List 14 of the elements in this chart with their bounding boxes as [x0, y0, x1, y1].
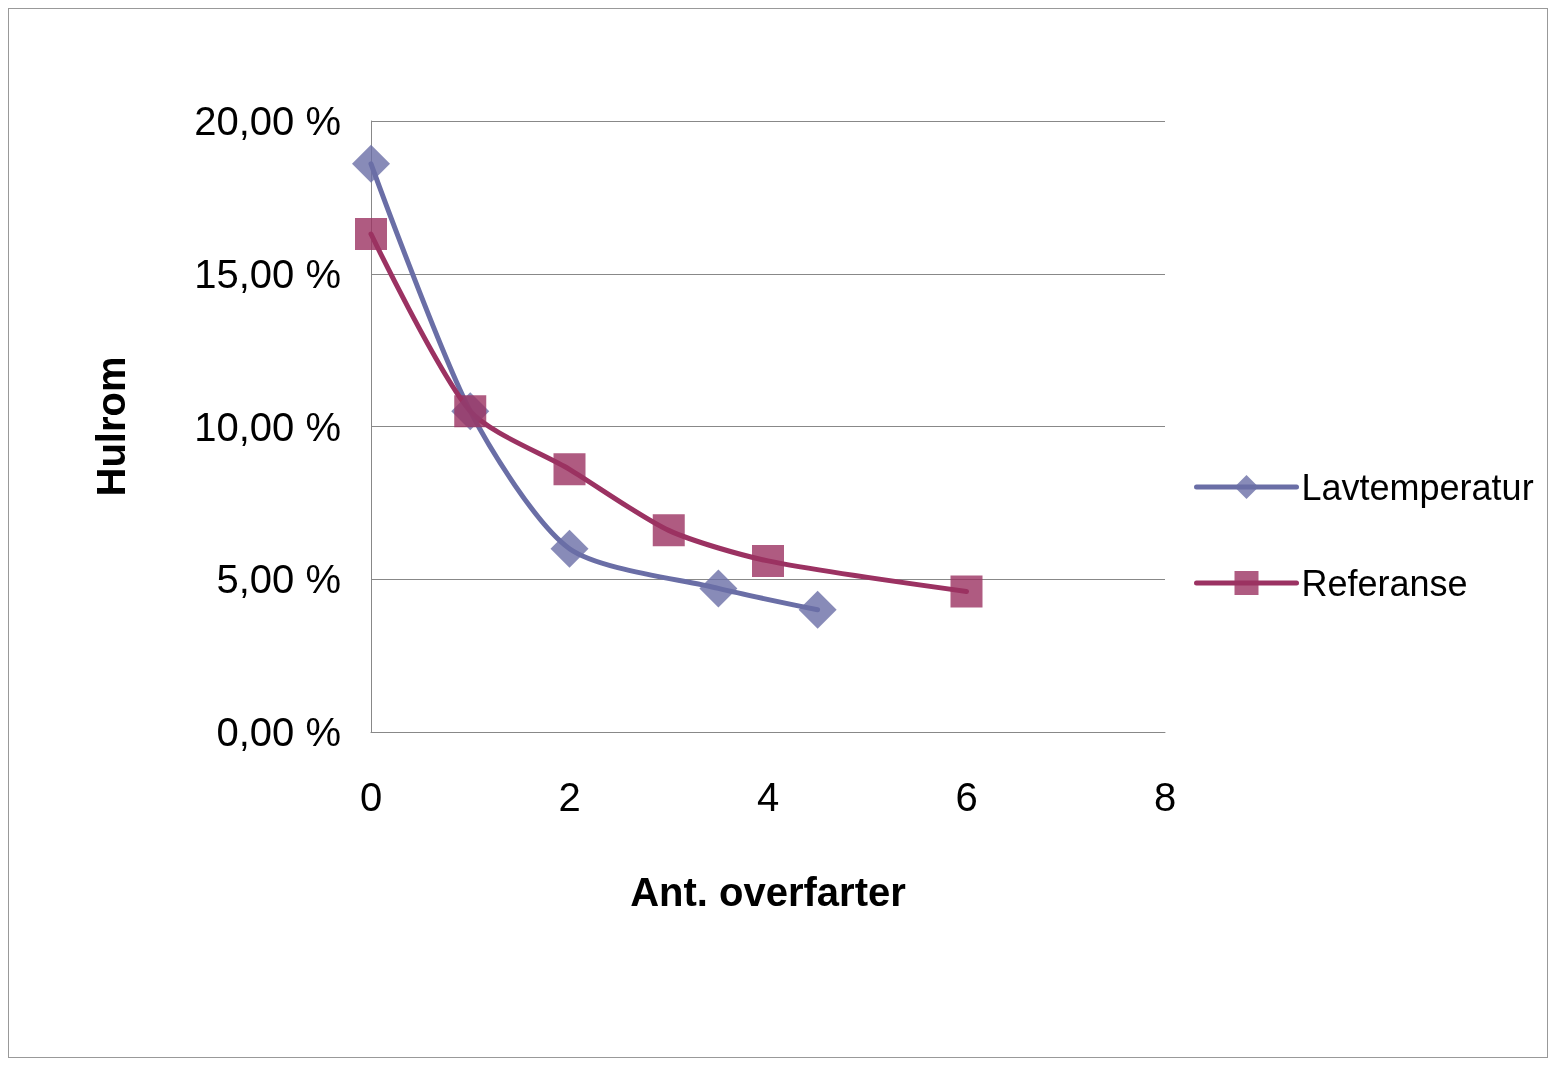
y-tick-label: 20,00 % — [194, 99, 341, 143]
x-tick-label: 4 — [756, 775, 780, 819]
x-tick-label: 6 — [955, 775, 978, 819]
x-tick-label: 8 — [1153, 775, 1177, 819]
y-tick-label: 0,00 % — [216, 710, 341, 754]
y-tick-label: 15,00 % — [194, 251, 341, 296]
legend-label: Lavtemperatur — [1301, 466, 1534, 508]
y-axis-title: Hulrom — [89, 356, 133, 497]
x-axis-title: Ant. overfarter — [630, 870, 906, 914]
y-tick-label: 10,00 % — [194, 404, 341, 449]
x-tick-label: 2 — [558, 775, 581, 819]
x-tick-label: 0 — [359, 775, 383, 819]
legend-label: Referanse — [1301, 562, 1468, 604]
y-tick-label: 5,00 % — [216, 557, 341, 602]
